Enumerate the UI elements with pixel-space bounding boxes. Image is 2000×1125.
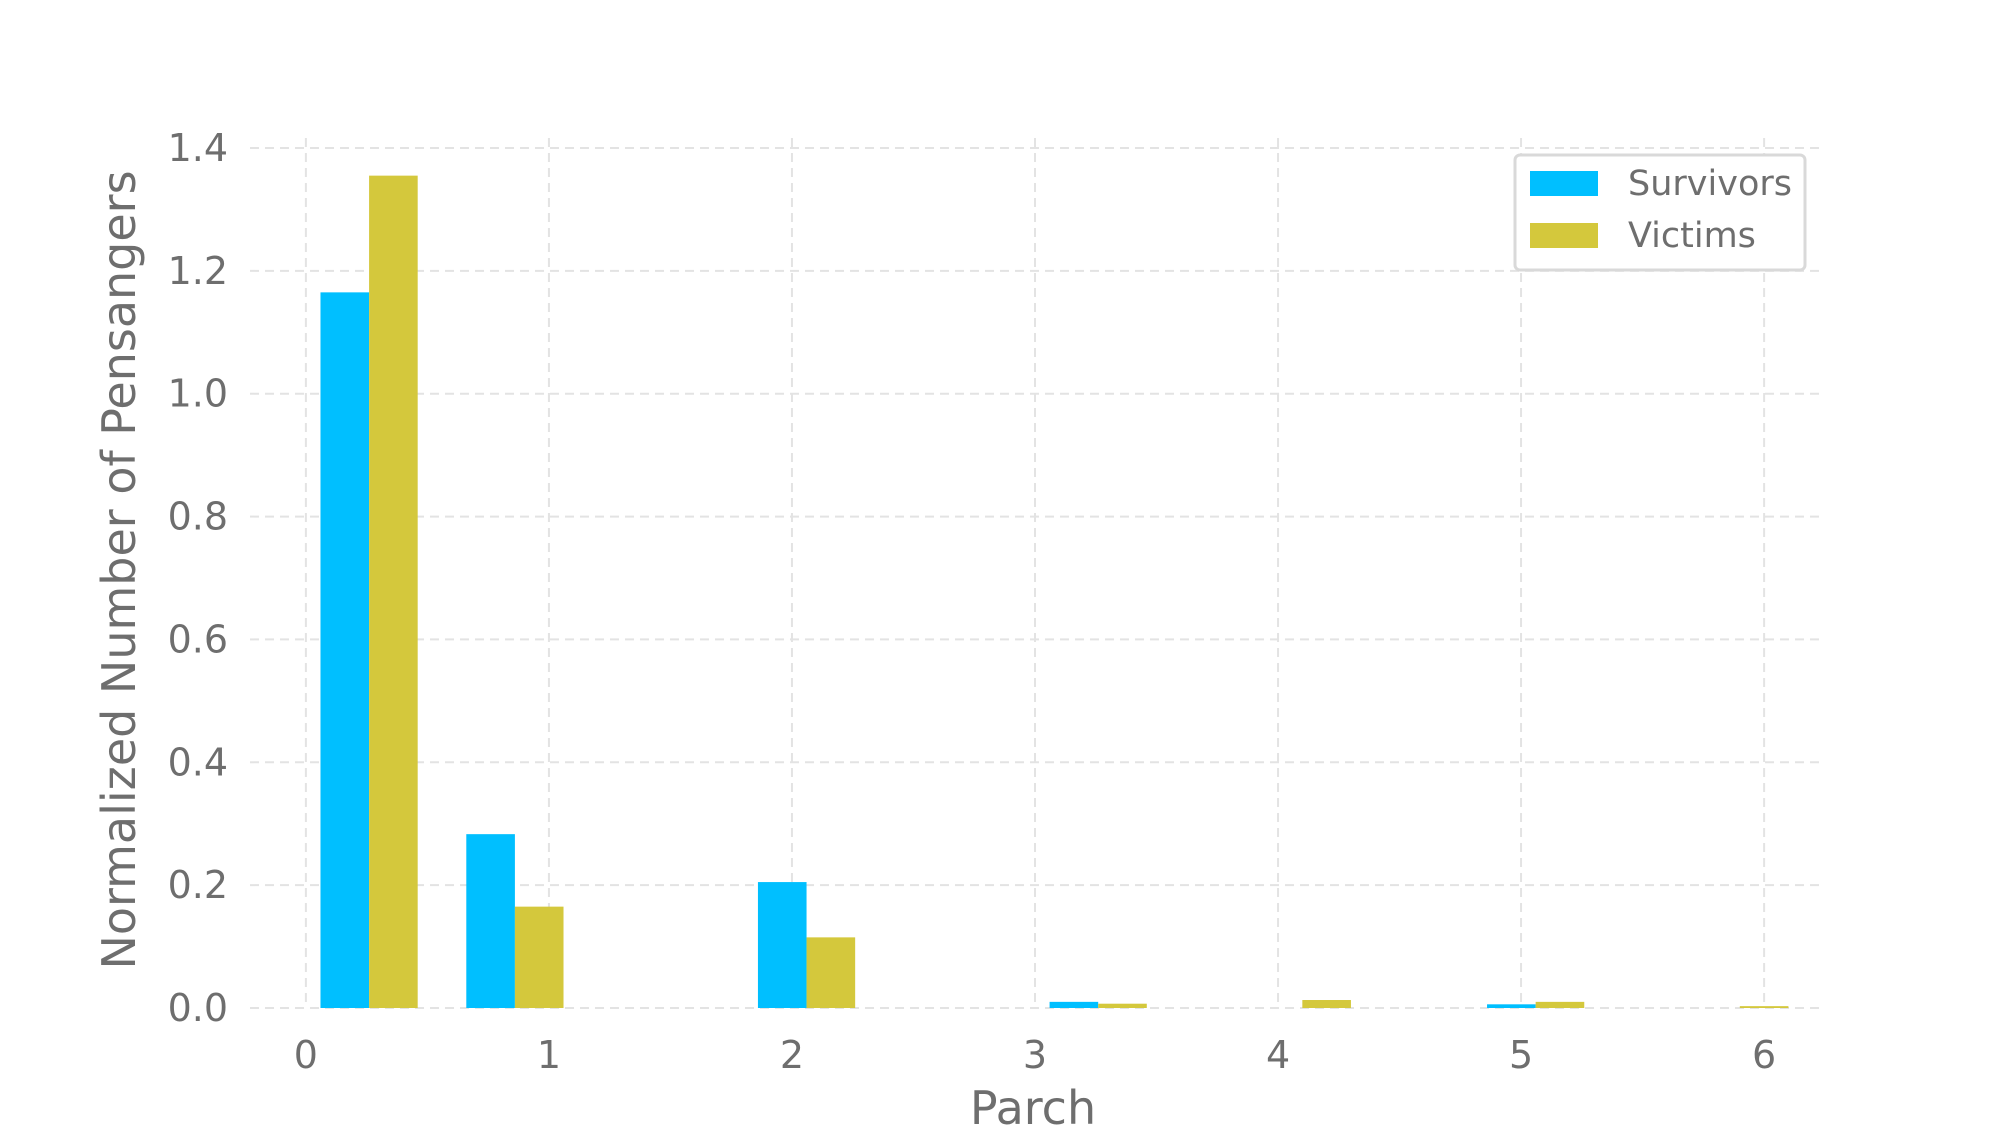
bar-survivors [1049,1001,1099,1008]
bar-victims [1739,1006,1789,1008]
bar-victims [806,937,856,1008]
x-tick-label: 6 [1752,1033,1776,1077]
legend-swatch-victims [1530,223,1598,248]
y-tick-label: 1.4 [168,126,228,170]
bar-survivors [320,292,370,1008]
bar-survivors [1487,1004,1536,1008]
bar-victims [1302,1000,1351,1008]
legend-label-survivors: Survivors [1628,164,1792,204]
y-tick-label: 1.0 [168,372,228,416]
x-tick-label: 4 [1266,1033,1290,1077]
bar-victims [1535,1001,1585,1008]
x-axis-title: Parch [970,1081,1096,1125]
bar-survivors [757,882,807,1008]
legend-swatch-survivors [1530,171,1598,196]
y-tick-label: 0.6 [168,617,228,661]
bars [320,175,1789,1009]
x-tick-label: 0 [294,1033,318,1077]
y-tick-label: 0.2 [168,863,228,907]
bar-survivors [466,834,515,1008]
x-tick-labels: 0 1 2 3 4 5 6 [294,1033,1776,1077]
y-axis-title: Normalized Number of Pensangers [92,170,146,969]
bar-victims [514,906,564,1008]
legend: Survivors Victims [1513,153,1807,272]
x-tick-label: 1 [537,1033,561,1077]
x-tick-label: 5 [1509,1033,1533,1077]
y-tick-labels: 0.0 0.2 0.4 0.6 0.8 1.0 1.2 1.4 [168,126,228,1030]
legend-label-victims: Victims [1628,216,1756,256]
x-tick-label: 2 [780,1033,804,1077]
y-tick-label: 1.2 [168,249,228,293]
y-tick-label: 0.0 [168,986,228,1030]
bar-victims [369,175,418,1009]
y-tick-label: 0.4 [168,740,228,784]
bar-victims [1098,1003,1147,1008]
x-tick-label: 3 [1023,1033,1047,1077]
y-tick-label: 0.8 [168,495,228,539]
